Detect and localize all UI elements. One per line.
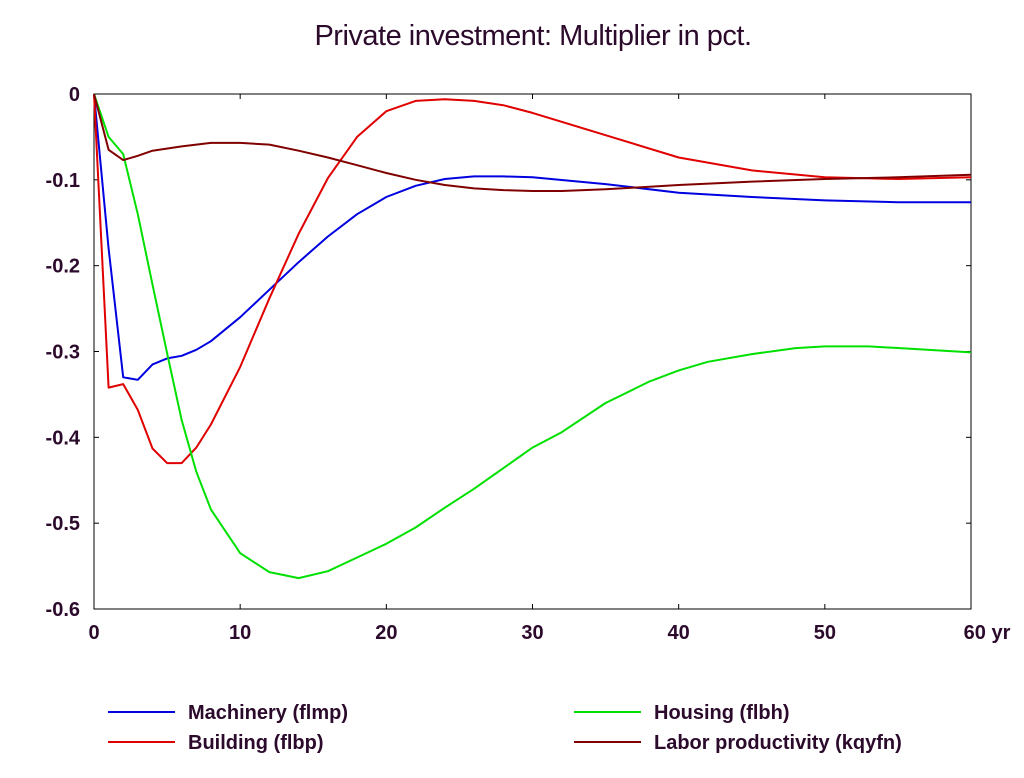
x-tick-label: 10: [229, 622, 251, 644]
x-tick-label: 20: [375, 622, 397, 644]
x-tick-label: 50: [814, 622, 836, 644]
legend-label: Housing (flbh): [654, 702, 790, 724]
y-tick-label: -0.4: [46, 427, 81, 449]
legend-label: Machinery (flmp): [188, 702, 348, 724]
legend-label: Building (flbp): [188, 732, 324, 754]
series-line-2: [93, 93, 972, 465]
series-line-1: [93, 93, 971, 381]
x-tick-label: 40: [668, 622, 690, 644]
y-tick-label: 0: [69, 84, 80, 106]
x-tick-label: 30: [521, 622, 543, 644]
chart-title: Private investment: Multiplier in pct.: [314, 20, 752, 52]
legend-label: Labor productivity (kqyfn): [654, 732, 902, 754]
series-line-4: [93, 93, 972, 192]
x-tick-label: 60 yr: [964, 622, 1011, 644]
x-tick-label: 0: [88, 622, 99, 644]
legend: Machinery (flmp) Housing (flbh) Building (…: [108, 702, 902, 754]
y-tick-label: -0.5: [46, 513, 80, 535]
y-tick-label: -0.3: [46, 342, 80, 364]
series-line-3: [93, 93, 972, 580]
y-tick-label: -0.2: [46, 256, 80, 278]
series-layer: [93, 93, 972, 580]
y-tick-label: -0.6: [46, 599, 80, 621]
y-tick-label: -0.1: [46, 170, 80, 192]
axis-ticks: 0 10 20 30 40 50 60 yr 0 -0.1 -0.2 -0.3 -0.4 -0.5 -0.…: [46, 84, 1011, 644]
